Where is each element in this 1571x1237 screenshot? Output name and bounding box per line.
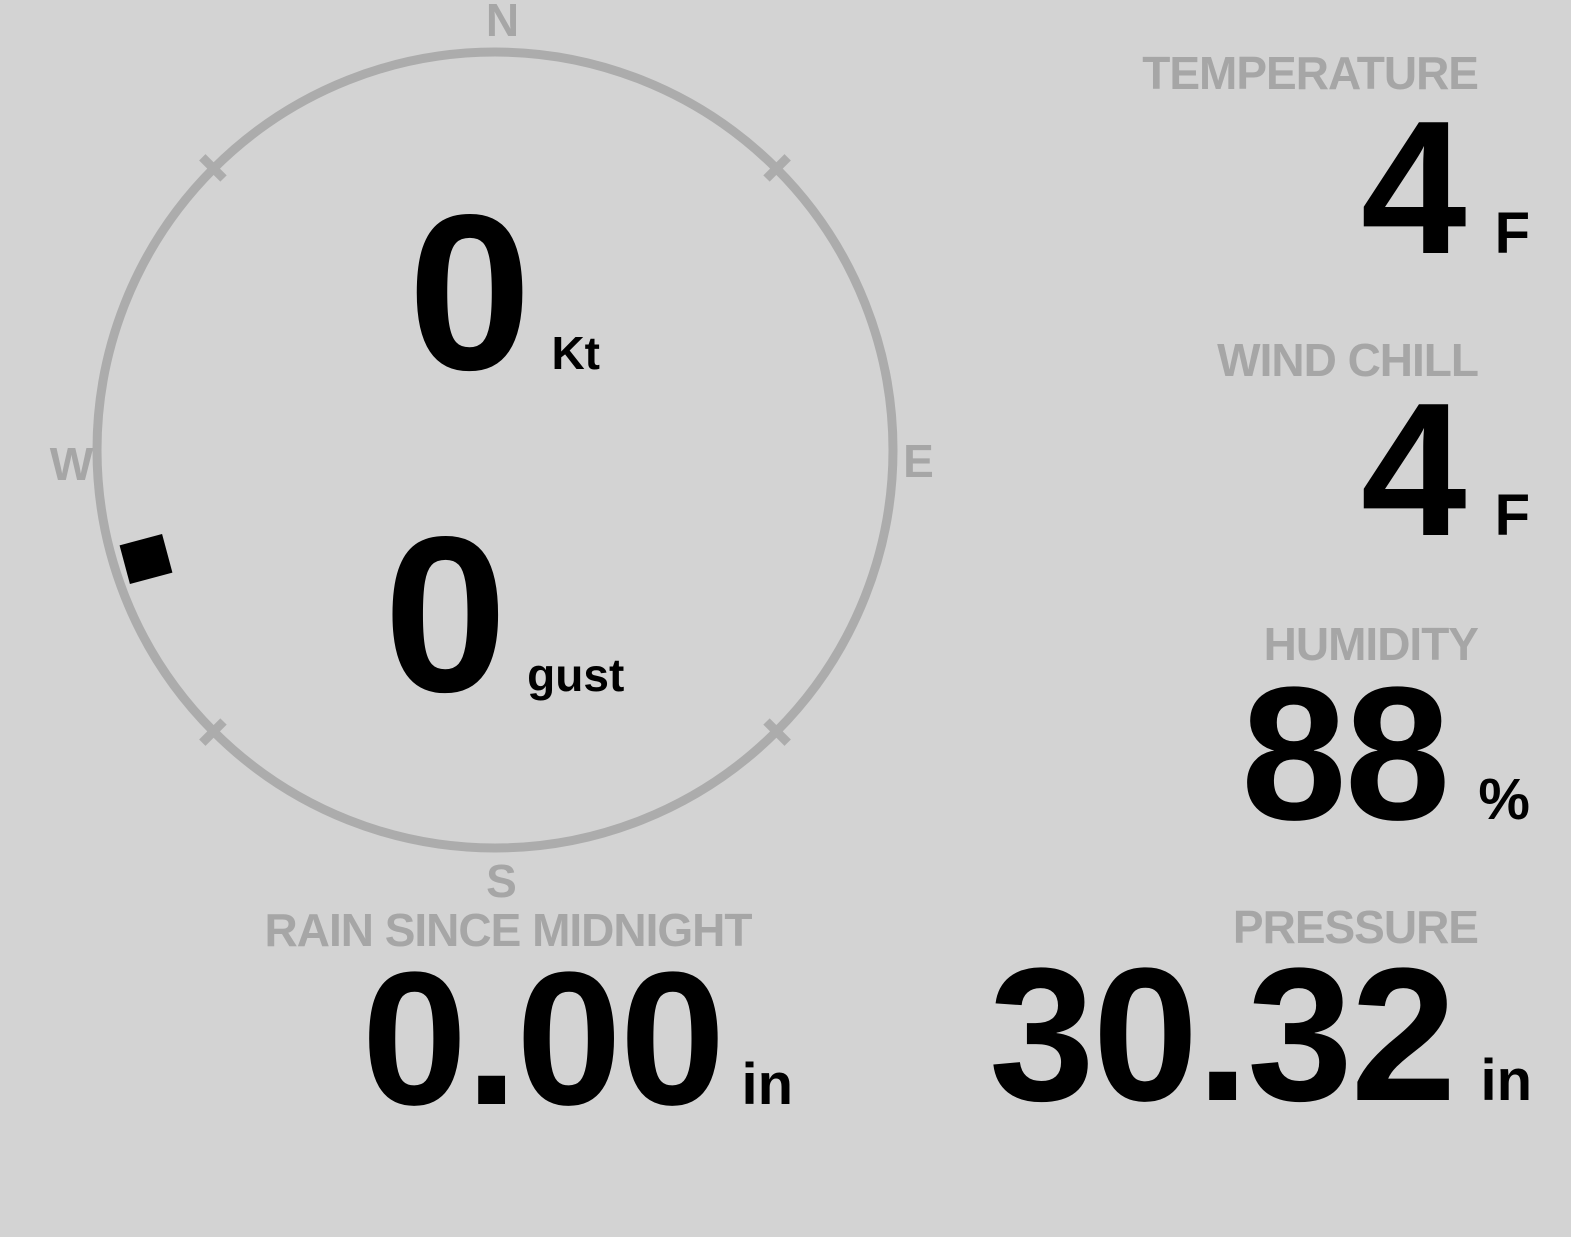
compass-ring: [92, 47, 898, 853]
wind-chill-value-row: 4 F: [1361, 375, 1530, 565]
compass-tick-sw: [199, 718, 227, 746]
temperature-label: TEMPERATURE: [1142, 47, 1479, 99]
wind-speed-row: 0 Kt: [408, 182, 600, 404]
compass-tick-ne: [763, 154, 791, 182]
temperature-unit: F: [1494, 201, 1530, 266]
pressure-value-row: 30.32 in: [989, 940, 1532, 1130]
wind-speed-value: 0: [407, 169, 531, 417]
wind-chill-label: WIND CHILL: [1217, 334, 1479, 386]
humidity-value-row: 88 %: [1241, 659, 1530, 849]
rain-value: 0.00: [361, 933, 726, 1145]
humidity-unit: %: [1478, 767, 1530, 832]
wind-chill-value: 4: [1360, 364, 1467, 576]
rain-unit: in: [741, 1052, 793, 1117]
wind-gust-value: 0: [383, 491, 507, 739]
compass-east-label: E: [903, 435, 934, 487]
rain-value-row: 0.00 in: [362, 944, 793, 1134]
compass-south-label: S: [486, 855, 517, 907]
wind-direction-marker: [119, 533, 173, 585]
wind-speed-unit: Kt: [551, 327, 601, 379]
wind-gust-unit: gust: [527, 649, 625, 701]
wind-chill-unit: F: [1494, 483, 1530, 548]
pressure-value: 30.32: [988, 929, 1456, 1141]
temperature-value-row: 4 F: [1361, 93, 1530, 283]
compass-west-label: W: [49, 438, 93, 490]
pressure-unit: in: [1480, 1048, 1532, 1113]
humidity-label: HUMIDITY: [1263, 618, 1479, 670]
humidity-value: 88: [1241, 648, 1450, 860]
compass-tick-nw: [199, 154, 227, 182]
wind-gust-row: 0 gust: [384, 504, 625, 726]
compass-north-label: N: [485, 0, 519, 46]
pressure-label: PRESSURE: [1232, 901, 1479, 953]
compass-tick-se: [763, 718, 791, 746]
temperature-value: 4: [1360, 82, 1467, 294]
rain-since-midnight-label: RAIN SINCE MIDNIGHT: [264, 904, 753, 956]
